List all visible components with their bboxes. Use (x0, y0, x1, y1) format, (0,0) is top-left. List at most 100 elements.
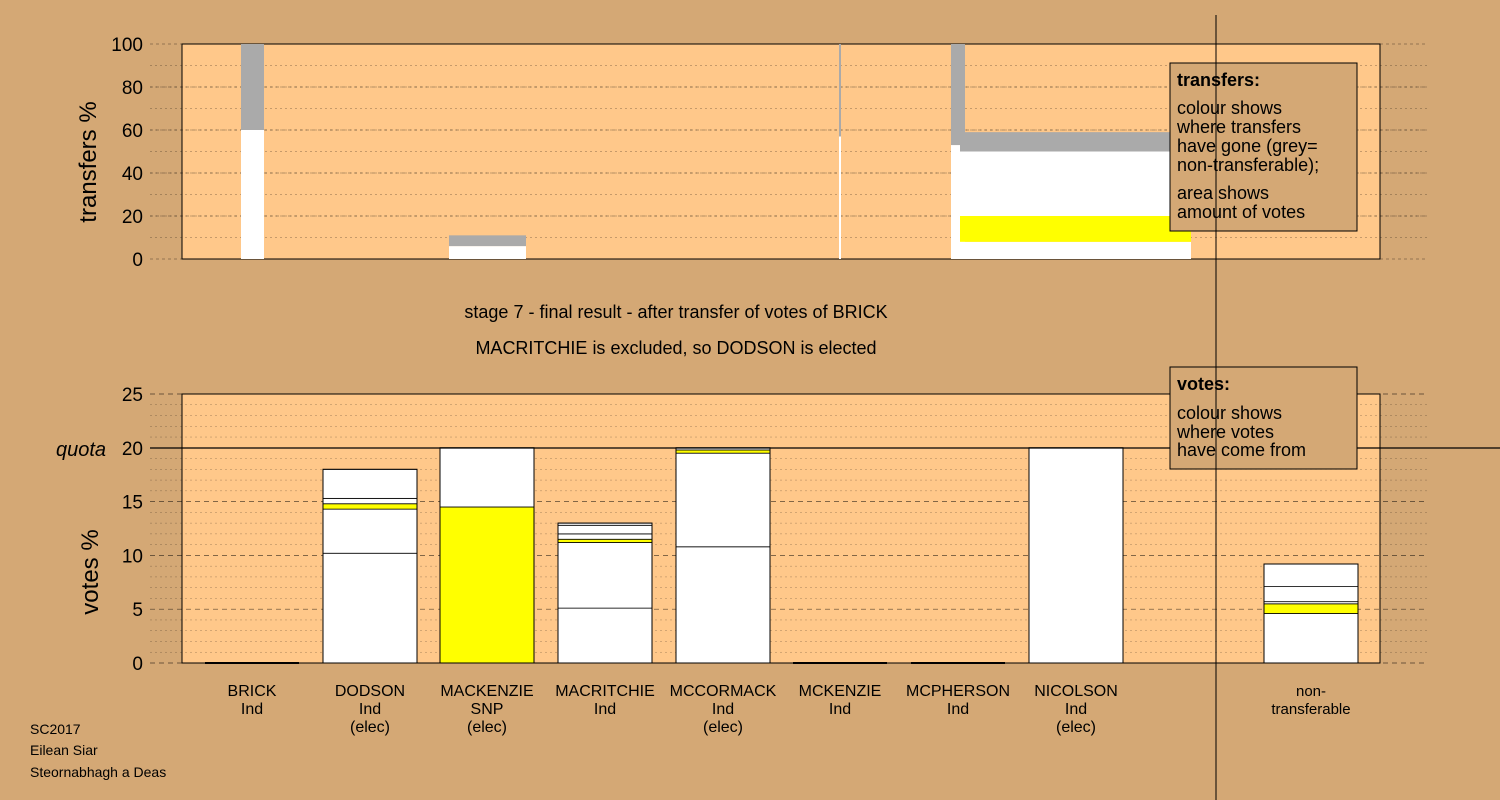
candidate-label: DODSON (335, 683, 405, 700)
vote-bar-segment (675, 449, 771, 454)
votes-tick-label: 5 (132, 600, 143, 621)
transfers-legend-title: transfers: (1177, 70, 1260, 90)
vote-bar-segment (1263, 613, 1359, 664)
candidate-label: (elec) (1056, 719, 1096, 736)
vote-bar-segment (322, 468, 418, 499)
vote-bar-segment (1263, 563, 1359, 588)
transfers-tick-label: 40 (122, 164, 143, 185)
transfers-y-axis-label: transfers % (75, 101, 102, 222)
candidate-label: Ind (947, 701, 969, 718)
transfers-y-ticks: 0 20 40 60 80 100 (111, 35, 143, 271)
candidate-label: MACRITCHIE (555, 683, 655, 700)
vote-bar-outline (1263, 563, 1359, 664)
candidate-label: MACKENZIE (440, 683, 533, 700)
vote-bar-segment (557, 538, 653, 543)
transfer-flow-segment (839, 136, 841, 259)
candidate-label: (elec) (703, 719, 743, 736)
transfers-legend-line: area shows (1177, 183, 1269, 203)
stage-title: stage 7 - final result - after transfer … (464, 302, 887, 322)
vote-bar-outline (322, 468, 418, 664)
vote-bar-segment (322, 503, 418, 510)
votes-legend-box (1169, 366, 1358, 470)
votes-bars (205, 447, 1359, 664)
votes-legend-line: have come from (1177, 440, 1306, 460)
candidate-label: SNP (471, 701, 504, 718)
transfers-legend-box (1169, 62, 1358, 232)
transfers-tick-label: 20 (122, 207, 143, 228)
transfer-flow-segment (449, 235, 526, 247)
vote-bar-segment (557, 607, 653, 664)
vote-bar-segment (322, 497, 418, 505)
transfers-tick-label: 60 (122, 121, 143, 142)
transfers-legend-line: non-transferable); (1177, 155, 1319, 175)
candidate-labels: BRICKIndDODSONInd(elec)MACKENZIESNP(elec… (228, 683, 1351, 736)
transfer-flow-segment (960, 216, 1191, 242)
votes-tick-label: 20 (122, 439, 143, 460)
candidate-label: NICOLSON (1034, 683, 1118, 700)
footer-election: SC2017 (30, 721, 81, 737)
transfer-flow-segment (960, 132, 1191, 152)
votes-tick-label: 15 (122, 493, 143, 514)
transfer-flow-segment (951, 241, 1191, 259)
vote-bar-outline (557, 522, 653, 664)
candidate-label: Ind (241, 701, 263, 718)
transfer-flows (241, 44, 1191, 259)
candidate-label: transferable (1271, 701, 1350, 718)
vote-bar-segment (557, 533, 653, 540)
candidate-label: non- (1296, 683, 1326, 700)
vote-bar-segment (322, 508, 418, 554)
candidate-label: Ind (1065, 701, 1087, 718)
vote-bar-segment (675, 546, 771, 664)
votes-legend-line: colour shows (1177, 403, 1282, 423)
transfers-tick-label: 80 (122, 78, 143, 99)
transfers-panel: 0 20 40 60 80 100 transfers % transfers: colo… (75, 35, 1428, 271)
candidate-label: (elec) (350, 719, 390, 736)
transfers-legend-line: have gone (grey= (1177, 136, 1318, 156)
candidate-label: Ind (359, 701, 381, 718)
transfers-tick-label: 0 (132, 250, 143, 271)
votes-legend-line: where votes (1176, 422, 1274, 442)
votes-tick-label: 25 (122, 385, 143, 406)
votes-legend: votes: colour shows where votes have com… (1169, 366, 1358, 470)
candidate-label: Ind (594, 701, 616, 718)
footer-council: Eilean Siar (30, 742, 98, 758)
transfers-legend-line: where transfers (1176, 117, 1301, 137)
candidate-label: BRICK (228, 683, 277, 700)
transfer-flow-segment (449, 246, 526, 259)
transfer-flow-segment (951, 44, 965, 146)
votes-y-axis-label: votes % (77, 529, 104, 614)
vote-bar-segment (1263, 586, 1359, 603)
vote-bar-segment (322, 552, 418, 664)
vote-bar-segment (675, 452, 771, 548)
candidate-label: (elec) (467, 719, 507, 736)
transfers-tick-label: 100 (111, 35, 143, 56)
votes-tick-label: 0 (132, 654, 143, 675)
candidate-label: Ind (712, 701, 734, 718)
vote-bar-segment (1263, 603, 1359, 614)
stage-result: MACRITCHIE is excluded, so DODSON is ele… (475, 338, 876, 358)
transfers-legend: transfers: colour shows where transfers … (1169, 62, 1358, 232)
vote-bar-segment (439, 447, 535, 508)
votes-y-ticks: 0 5 10 15 20 25 (122, 385, 143, 675)
quota-label: quota (56, 439, 106, 461)
transfer-flow-segment (241, 130, 264, 259)
candidate-label: MCCORMACK (670, 683, 777, 700)
transfer-flow-segment (951, 151, 1191, 216)
candidate-label: MCPHERSON (906, 683, 1010, 700)
footer: SC2017 Eilean Siar Steornabhagh a Deas (30, 721, 166, 780)
vote-bar-segment (557, 542, 653, 609)
votes-legend-title: votes: (1177, 374, 1230, 394)
vote-bar-segment (557, 524, 653, 535)
candidate-label: MCKENZIE (799, 683, 882, 700)
vote-bar-segment (1028, 447, 1124, 664)
transfers-legend-line: amount of votes (1177, 202, 1305, 222)
vote-bar-segment (439, 506, 535, 664)
transfers-legend-line: colour shows (1177, 98, 1282, 118)
votes-tick-label: 10 (122, 546, 143, 567)
transfer-flow-segment (839, 44, 841, 137)
footer-ward: Steornabhagh a Deas (30, 764, 166, 780)
transfer-flow-segment (241, 44, 264, 130)
candidate-label: Ind (829, 701, 851, 718)
